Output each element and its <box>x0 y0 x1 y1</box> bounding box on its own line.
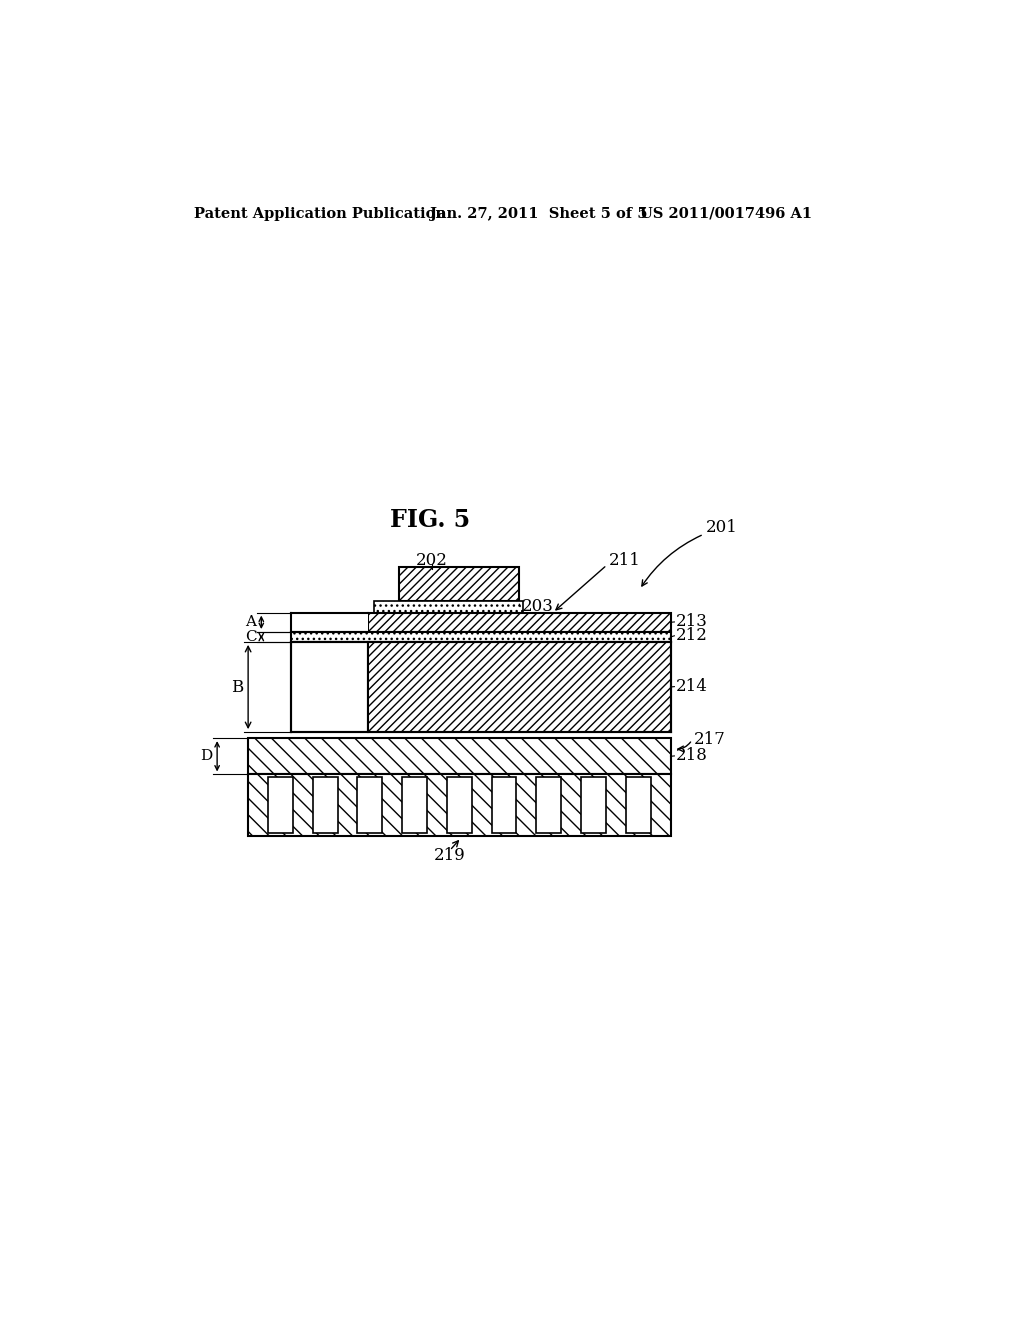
Bar <box>291 642 369 733</box>
Text: 201: 201 <box>706 520 737 536</box>
Bar <box>268 777 293 833</box>
Bar <box>357 777 382 833</box>
Bar <box>248 775 671 836</box>
Bar <box>537 777 561 833</box>
Bar <box>402 777 427 833</box>
Bar <box>375 601 523 612</box>
Text: D: D <box>200 750 212 763</box>
Text: 213: 213 <box>676 614 708 631</box>
Bar <box>369 642 671 733</box>
Text: A: A <box>245 615 256 630</box>
Bar <box>446 777 472 833</box>
Text: 212: 212 <box>676 627 708 644</box>
Bar <box>312 777 338 833</box>
Text: 218: 218 <box>676 747 708 764</box>
Text: 202: 202 <box>416 552 447 569</box>
Bar <box>626 777 650 833</box>
Bar <box>248 738 671 775</box>
Bar <box>492 777 516 833</box>
Bar <box>291 612 369 632</box>
Text: 203: 203 <box>521 598 554 615</box>
Text: 211: 211 <box>608 552 640 569</box>
Text: FIG. 5: FIG. 5 <box>390 508 470 532</box>
Text: 219: 219 <box>434 846 466 863</box>
Text: 214: 214 <box>676 678 708 696</box>
Text: C: C <box>245 630 256 644</box>
Bar <box>369 612 671 632</box>
Bar <box>291 632 671 642</box>
Text: Jan. 27, 2011  Sheet 5 of 5: Jan. 27, 2011 Sheet 5 of 5 <box>430 207 648 220</box>
Bar <box>399 566 519 601</box>
Text: US 2011/0017496 A1: US 2011/0017496 A1 <box>640 207 812 220</box>
Text: Patent Application Publication: Patent Application Publication <box>194 207 445 220</box>
Text: B: B <box>231 678 244 696</box>
Bar <box>581 777 606 833</box>
Text: 217: 217 <box>693 731 726 748</box>
